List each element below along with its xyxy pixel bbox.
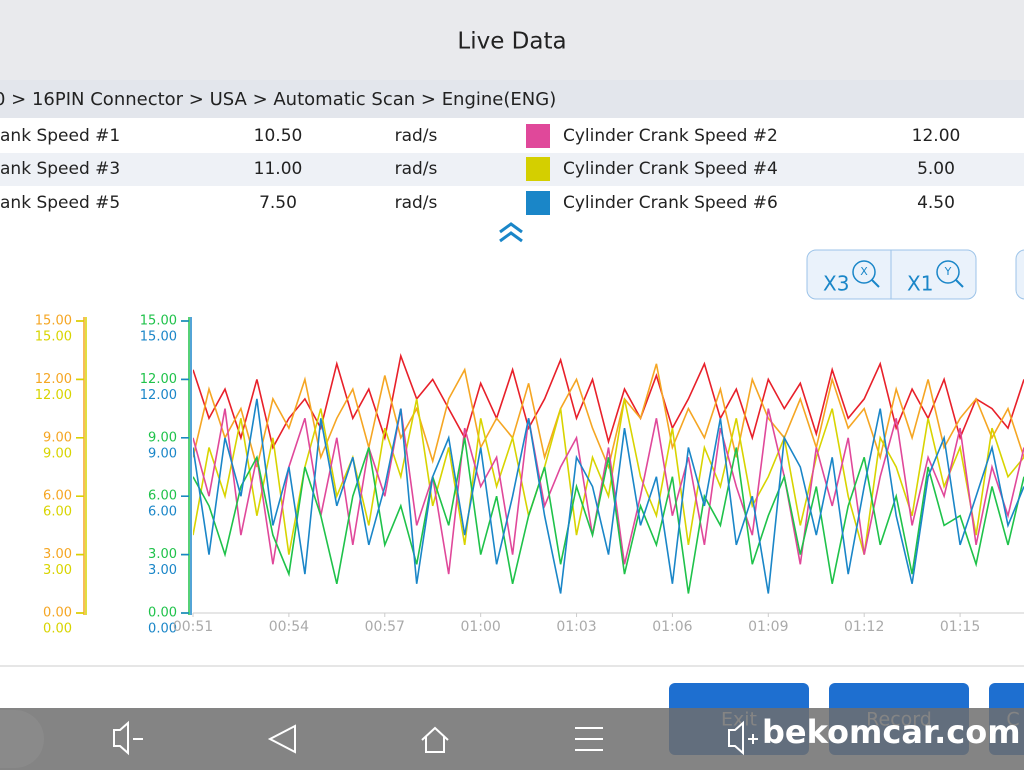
x-tick-label: 01:15 [940, 619, 980, 635]
watermark: bekomcar.com [762, 713, 1021, 751]
volume-down[interactable] [113, 720, 143, 756]
x-tick-label: 00:57 [365, 619, 405, 635]
y-tick-label: 6.00 [148, 505, 177, 520]
x-tick-label: 00:54 [269, 619, 309, 635]
y-tick-label: 12.00 [140, 372, 177, 387]
y-tick-label: 12.00 [35, 372, 72, 387]
cell-value: 12.00 [912, 126, 961, 146]
cell-unit: rad/s [395, 126, 438, 146]
menu[interactable] [575, 727, 603, 751]
zoom-icon-letter: X [860, 265, 868, 278]
plot: 15.00 12.00 9.00 6.00 3.00 0.00 15.00 12.00 9.00… [35, 314, 1024, 637]
nav-bar [0, 708, 1024, 770]
back[interactable] [267, 724, 296, 754]
x-tick-label: 01:09 [748, 619, 788, 635]
breadcrumb[interactable]: 0 > 16PIN Connector > USA > Automatic Sc… [0, 89, 556, 110]
cell-name: ank Speed #5 [0, 193, 120, 213]
x-tick-label: 01:06 [652, 619, 692, 635]
cell-value: 5.00 [917, 159, 955, 179]
x-tick-label: 01:12 [844, 619, 884, 635]
color-swatch [526, 191, 550, 215]
cell-value: 11.00 [254, 159, 303, 179]
row-stripe [0, 153, 1024, 186]
cell-name: Cylinder Crank Speed #2 [563, 126, 778, 146]
y-tick-label: 3.00 [148, 563, 177, 578]
y-tick-label: 15.00 [35, 314, 72, 329]
zoom-icon [936, 260, 960, 284]
cell-value: 7.50 [259, 193, 297, 213]
zoom-icon-letter: Y [944, 265, 952, 278]
y-tick-label: 12.00 [140, 388, 177, 403]
zoom-icon [852, 260, 876, 284]
title-bar [0, 0, 1024, 80]
color-swatch [526, 124, 550, 148]
home[interactable] [421, 726, 449, 753]
zoom-label[interactable]: X1 [907, 272, 933, 296]
cell-unit: rad/s [395, 193, 438, 213]
y-tick-label: 15.00 [140, 330, 177, 345]
collapse-icon[interactable] [499, 222, 523, 243]
series-line [193, 398, 1024, 594]
zoom-extra[interactable] [1015, 249, 1024, 300]
nav-pill [0, 710, 44, 768]
series-line [193, 353, 1024, 450]
x-tick-label: 01:00 [460, 619, 500, 635]
cell-name: ank Speed #3 [0, 159, 120, 179]
series-line [193, 437, 1024, 594]
y-tick-label: 15.00 [140, 314, 177, 329]
cell-name: Cylinder Crank Speed #6 [563, 193, 778, 213]
series-line [193, 363, 1024, 470]
cell-value: 4.50 [917, 193, 955, 213]
nav-icons [113, 720, 758, 756]
y-tick-label: 0.00 [148, 606, 177, 621]
y-tick-label: 9.00 [148, 446, 177, 461]
y-tick-label: 0.00 [43, 622, 72, 637]
y-tick-label: 0.00 [43, 606, 72, 621]
y-tick-label: 9.00 [43, 446, 72, 461]
y-tick-label: 9.00 [43, 430, 72, 445]
y-tick-label: 0.00 [148, 622, 177, 637]
series-group [193, 353, 1024, 594]
zoom-label[interactable]: X3 [823, 272, 849, 296]
zoom-icon-handle [955, 279, 964, 288]
title: Live Data [457, 29, 566, 55]
zoom-icon-handle [871, 279, 880, 288]
color-swatch [526, 157, 550, 181]
y-tick-label: 3.00 [148, 547, 177, 562]
y-tick-label: 15.00 [35, 330, 72, 345]
cell-value: 10.50 [254, 126, 303, 146]
y-tick-label: 6.00 [148, 489, 177, 504]
cell-unit: rad/s [395, 159, 438, 179]
cell-name: Cylinder Crank Speed #4 [563, 159, 778, 179]
cell-name: ank Speed #1 [0, 126, 120, 146]
y-tick-label: 6.00 [43, 505, 72, 520]
x-tick-label: 00:51 [173, 619, 213, 635]
y-tick-label: 12.00 [35, 388, 72, 403]
series-line [193, 408, 1024, 575]
y-tick-label: 3.00 [43, 563, 72, 578]
y-tick-label: 3.00 [43, 547, 72, 562]
y-tick-label: 9.00 [148, 430, 177, 445]
volume-up[interactable] [728, 720, 758, 756]
x-tick-label: 01:03 [556, 619, 596, 635]
breadcrumb-bar [0, 80, 1024, 118]
y-tick-label: 6.00 [43, 489, 72, 504]
